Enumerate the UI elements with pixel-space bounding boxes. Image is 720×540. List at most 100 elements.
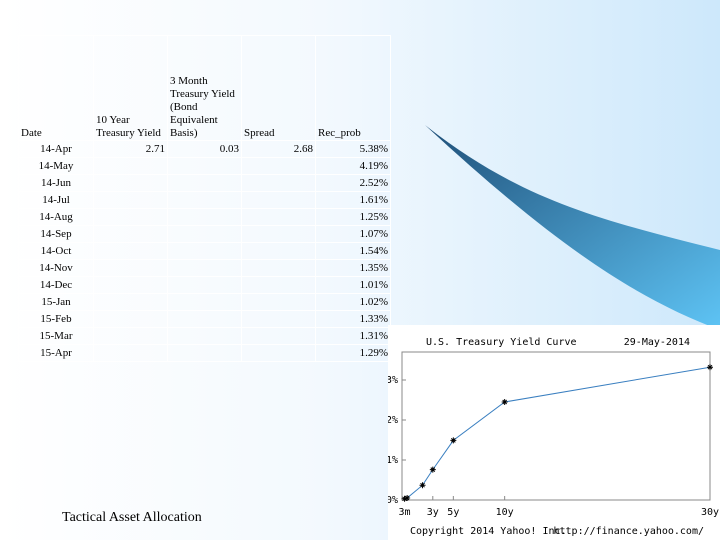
table-row: 14-Sep 1.07% [18, 225, 391, 243]
point-marker [429, 466, 436, 473]
table-row: 14-Jul 1.61% [18, 191, 391, 209]
table-cell [167, 191, 242, 209]
table-cell [241, 157, 316, 175]
table-cell [167, 242, 242, 260]
table-cell [93, 225, 168, 243]
data-table: Date 10 Year Treasury Yield 3 Month Treasu… [18, 35, 391, 362]
x-tick-label: 3m [399, 507, 411, 518]
table-cell [167, 293, 242, 311]
table-row: 14-Nov 1.35% [18, 259, 391, 277]
table-cell: 1.25% [315, 208, 391, 226]
table-cell [93, 276, 168, 294]
source-url: http://finance.yahoo.com/ [553, 526, 704, 537]
table-cell [93, 174, 168, 192]
x-tick-label: 3y [427, 507, 439, 518]
table-cell: 15-Feb [18, 310, 94, 328]
table-cell [241, 191, 316, 209]
table-cell: 1.02% [315, 293, 391, 311]
table-row: 14-Oct 1.54% [18, 242, 391, 260]
chart-date: 29-May-2014 [624, 337, 690, 348]
table-cell [167, 157, 242, 175]
point-marker [401, 495, 408, 502]
table-cell [241, 344, 316, 362]
table-cell [93, 191, 168, 209]
table-cell [241, 259, 316, 277]
table-cell: 2.68 [241, 140, 316, 158]
table-cell: 14-Oct [18, 242, 94, 260]
y-tick-label: 1% [388, 455, 398, 466]
column-header: 10 Year Treasury Yield [93, 35, 168, 141]
table-cell: 5.38% [315, 140, 391, 158]
table-row: 15-Jan 1.02% [18, 293, 391, 311]
table-row: 15-Apr 1.29% [18, 344, 391, 362]
table-cell: 1.54% [315, 242, 391, 260]
table-cell: 14-Nov [18, 259, 94, 277]
table-cell [167, 174, 242, 192]
table-cell: 14-Jun [18, 174, 94, 192]
table-row: 14-Apr 2.71 0.03 2.68 5.38% [18, 140, 391, 158]
table-cell: 14-Dec [18, 276, 94, 294]
point-marker [501, 399, 508, 405]
table-cell: 14-Apr [18, 140, 94, 158]
table-cell [167, 310, 242, 328]
table-cell: 15-Mar [18, 327, 94, 345]
table-cell: 1.01% [315, 276, 391, 294]
table-cell: 14-Jul [18, 191, 94, 209]
table-row: 14-Aug 1.25% [18, 208, 391, 226]
chart-title: U.S. Treasury Yield Curve [426, 337, 577, 348]
table-cell: 14-Aug [18, 208, 94, 226]
table-cell [167, 225, 242, 243]
point-marker [419, 482, 426, 489]
table-cell [167, 344, 242, 362]
table-cell [167, 327, 242, 345]
table-cell: 1.29% [315, 344, 391, 362]
table-cell [241, 310, 316, 328]
column-header: Spread [241, 35, 316, 141]
table-cell [167, 259, 242, 277]
point-marker [707, 364, 713, 371]
table-cell [93, 242, 168, 260]
x-tick-label: 30y [701, 507, 719, 518]
column-header: Rec_prob [315, 35, 391, 141]
table-cell: 14-May [18, 157, 94, 175]
table-row: 14-May 4.19% [18, 157, 391, 175]
swoosh [425, 125, 720, 330]
table-cell: 0.03 [167, 140, 242, 158]
y-tick-label: 0% [388, 495, 398, 506]
table-cell: 15-Jan [18, 293, 94, 311]
footer: Tactical Asset Allocation [62, 510, 202, 525]
table-row: 15-Mar 1.31% [18, 327, 391, 345]
y-tick-label: 2% [388, 415, 398, 426]
table-cell [241, 174, 316, 192]
table-cell [241, 327, 316, 345]
table-cell [241, 242, 316, 260]
column-header: Date [18, 35, 94, 141]
plot-frame [401, 351, 711, 501]
table-cell: 1.35% [315, 259, 391, 277]
table-cell: 4.19% [315, 157, 391, 175]
table-cell: 1.33% [315, 310, 391, 328]
point-marker [450, 437, 457, 444]
table-cell [241, 208, 316, 226]
table-cell: 15-Apr [18, 344, 94, 362]
point-marker [404, 495, 411, 501]
table-cell [93, 157, 168, 175]
chart-bg [388, 325, 720, 540]
y-tick-label: 3% [388, 375, 398, 386]
table-cell: 2.52% [315, 174, 391, 192]
table-row: 15-Feb 1.33% [18, 310, 391, 328]
copyright: Copyright 2014 Yahoo! Inc. [410, 526, 567, 537]
table-cell: 14-Sep [18, 225, 94, 243]
table-cell [93, 344, 168, 362]
table-cell [93, 259, 168, 277]
x-tick-label: 5y [447, 507, 459, 518]
table-row: 14-Jun 2.52% [18, 174, 391, 192]
x-tick-label: 10y [496, 507, 514, 518]
table-cell [241, 276, 316, 294]
table-cell [93, 208, 168, 226]
table-row: 14-Dec 1.01% [18, 276, 391, 294]
table-cell [241, 293, 316, 311]
column-header: 3 Month Treasury Yield (Bond Equivalent … [167, 35, 242, 141]
